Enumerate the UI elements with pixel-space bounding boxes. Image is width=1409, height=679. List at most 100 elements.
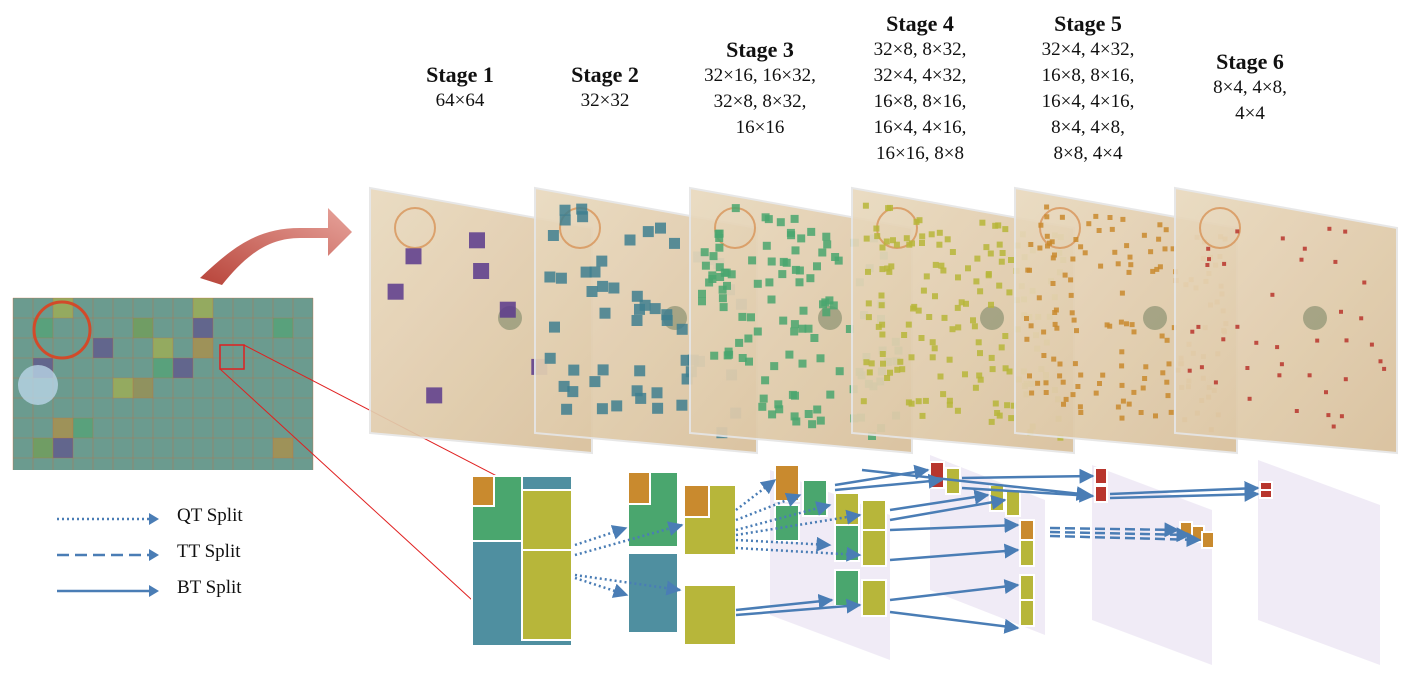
partition-block — [922, 397, 929, 404]
dashed-arrow-icon — [57, 549, 159, 561]
partition-block — [958, 299, 965, 306]
partition-block — [1115, 404, 1121, 410]
partition-block — [1142, 376, 1148, 381]
partition-block — [810, 334, 819, 342]
partition-block — [1235, 229, 1240, 234]
partition-block — [1222, 261, 1227, 266]
partition-block — [1104, 322, 1110, 328]
partition-block — [758, 402, 767, 411]
partition-block — [586, 286, 598, 297]
partition-block — [1006, 368, 1013, 375]
partition-block — [822, 308, 831, 317]
partition-block — [1028, 323, 1034, 329]
dotted-arrow-icon — [57, 513, 159, 525]
partition-block — [639, 299, 651, 311]
partition-block — [1060, 379, 1066, 385]
sub-block — [683, 484, 710, 518]
partition-block — [544, 271, 556, 283]
partition-block — [822, 232, 831, 241]
bt-split-arrow — [861, 468, 1092, 501]
partition-block — [915, 307, 922, 314]
partition-block — [878, 292, 885, 299]
partition-block — [1343, 377, 1348, 382]
partition-block — [970, 317, 976, 324]
partition-block — [899, 366, 906, 373]
partition-block — [767, 295, 776, 304]
partition-block — [806, 274, 815, 283]
partition-block — [1162, 246, 1168, 252]
partition-block — [698, 297, 706, 306]
stage-title: Stage 1 — [426, 62, 494, 87]
partition-block — [1068, 277, 1074, 283]
partition-block — [1041, 353, 1047, 358]
partition-block — [798, 324, 807, 333]
partition-block — [631, 385, 643, 397]
partition-block — [1115, 261, 1121, 267]
partition-block — [473, 263, 490, 279]
partition-block — [901, 332, 908, 338]
source-block — [33, 438, 53, 458]
partition-block — [999, 250, 1006, 256]
partition-block — [1339, 309, 1343, 314]
layer-plane-5 — [1092, 465, 1212, 665]
stage-1-label: Stage 1 64×64 — [400, 62, 520, 114]
tt-split-arrow — [1049, 522, 1180, 538]
partition-block — [1044, 233, 1050, 239]
partition-block — [1362, 280, 1367, 285]
partition-block — [1024, 336, 1030, 342]
partition-block — [894, 366, 901, 373]
partition-block — [779, 316, 788, 325]
partition-block — [1153, 413, 1158, 419]
partition-block — [941, 314, 948, 321]
partition-block — [985, 272, 992, 279]
bt-split-arrow — [834, 473, 944, 492]
bt-split-arrow — [889, 610, 1020, 634]
partition-block — [963, 300, 969, 307]
partition-block — [1002, 365, 1009, 372]
partition-block — [868, 360, 875, 367]
partition-block — [976, 372, 983, 379]
partition-block — [568, 364, 580, 376]
partition-block — [555, 272, 567, 284]
partition-block — [1068, 292, 1074, 298]
partition-block — [1270, 292, 1275, 297]
partition-block — [816, 416, 825, 425]
partition-block — [762, 241, 771, 250]
partition-block — [676, 399, 688, 411]
qt-split-arrow — [735, 501, 832, 532]
partition-block — [561, 403, 573, 415]
partition-block — [975, 339, 982, 346]
bt-split-arrow — [961, 486, 1095, 503]
partition-block — [768, 410, 777, 419]
stage-4-label: Stage 4 32×8, 8×32, 32×4, 4×32, 16×8, 8×… — [845, 11, 995, 167]
source-block — [53, 418, 73, 438]
source-block — [273, 318, 293, 338]
zoom-line-bottom — [219, 368, 473, 601]
partition-block — [916, 217, 923, 224]
partition-block — [631, 290, 643, 302]
partition-block — [926, 314, 933, 320]
partition-block — [1004, 402, 1011, 409]
partition-block — [1044, 204, 1050, 210]
partition-block — [634, 365, 646, 377]
partition-block — [790, 327, 799, 336]
legend-qt-label: QT Split — [177, 505, 243, 526]
partition-block — [558, 380, 570, 392]
partition-block — [1118, 319, 1124, 325]
partition-block — [1035, 380, 1041, 386]
partition-block — [1156, 236, 1162, 242]
partition-block — [559, 214, 571, 226]
partition-block — [1378, 359, 1383, 364]
partition-block — [791, 246, 800, 255]
partition-block — [1159, 333, 1165, 339]
block-stage3 — [774, 464, 800, 502]
tt-split-arrow — [1049, 532, 1202, 548]
partition-block — [1029, 390, 1035, 396]
partition-block — [611, 400, 623, 412]
partition-block — [1207, 257, 1211, 262]
partition-block — [883, 238, 890, 245]
partition-block — [681, 373, 693, 385]
block-stage6 — [1259, 481, 1273, 491]
partition-block — [949, 249, 956, 255]
partition-block — [893, 241, 900, 248]
